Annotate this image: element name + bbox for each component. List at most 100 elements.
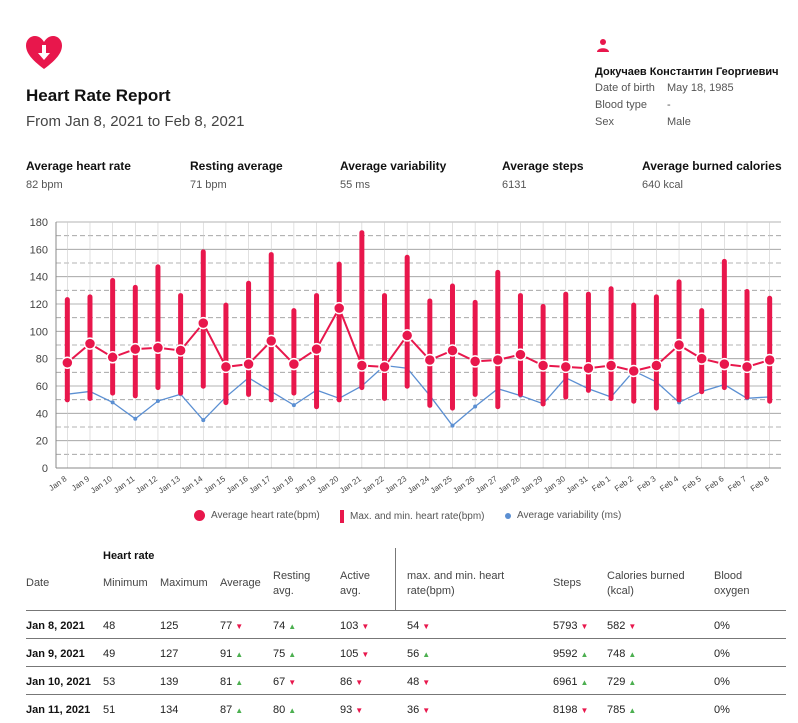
average-heart-rate-point: [559, 360, 573, 374]
x-tick-label: Feb 3: [636, 474, 658, 493]
trend-down-icon: ▼: [422, 678, 431, 687]
trend-down-icon: ▼: [422, 706, 431, 715]
variability-point: [450, 423, 455, 428]
average-heart-rate-point: [242, 357, 255, 371]
trend-down-icon: ▼: [628, 622, 637, 631]
y-tick-label: 100: [30, 326, 48, 338]
col-header-blood-oxygen: Blood oxygen: [714, 570, 750, 597]
max-min-bar: [223, 302, 229, 406]
average-heart-rate-point: [378, 360, 391, 374]
variability-line: [67, 364, 770, 427]
trend-down-icon: ▼: [422, 622, 431, 631]
patient-name: Докучаев Константин Георгиевич: [595, 66, 779, 78]
average-heart-rate-point: [83, 337, 97, 350]
col-header-minimum: Minimum: [103, 577, 148, 589]
table-row: Jan 9, 2021 49 127 91 ▲ 75 ▲ 105 ▼ 56 ▲ 9592…: [26, 638, 786, 667]
y-tick-label: 140: [30, 272, 48, 284]
average-heart-rate-point: [129, 342, 142, 356]
average-heart-rate-point: [355, 359, 369, 372]
max-min-bar: [653, 294, 659, 411]
trend-down-icon: ▼: [355, 706, 364, 715]
x-tick-label: Jan 11: [112, 474, 137, 495]
average-heart-rate-point: [763, 353, 776, 367]
average-heart-rate-point: [650, 359, 663, 372]
chart-legend: Average heart rate(bpm) Max. and min. he…: [0, 510, 798, 526]
trend-up-icon: ▲: [288, 650, 297, 659]
table-row: Jan 11, 2021 51 134 87 ▲ 80 ▲ 93 ▼ 36 ▼ 8198…: [26, 694, 786, 723]
trend-up-icon: ▲: [235, 650, 244, 659]
col-header-calories: Calories burned (kcal): [607, 570, 685, 597]
max-min-bar: [404, 254, 410, 389]
report-title: Heart Rate Report: [26, 86, 171, 105]
trend-up-icon: ▲: [235, 678, 244, 687]
average-heart-rate-point: [491, 353, 505, 367]
average-heart-rate-point: [468, 355, 482, 368]
report-period: From Jan 8, 2021 to Feb 8, 2021: [26, 113, 245, 130]
average-heart-rate-point: [514, 348, 527, 361]
x-tick-label: Feb 4: [658, 474, 680, 493]
person-icon: [597, 39, 609, 52]
x-tick-label: Jan 17: [248, 474, 273, 495]
y-tick-label: 60: [36, 381, 48, 393]
average-heart-rate-point: [151, 341, 165, 354]
x-tick-label: Jan 29: [519, 474, 544, 495]
x-tick-label: Jan 10: [89, 474, 114, 495]
x-tick-label: Jan 12: [134, 474, 159, 495]
table-row: Jan 8, 2021 48 125 77 ▼ 74 ▲ 103 ▼ 54 ▼ 5793…: [26, 610, 786, 639]
patient-blood-type: Blood type -: [595, 99, 671, 111]
trend-up-icon: ▲: [288, 622, 297, 631]
max-min-bar: [64, 297, 70, 403]
y-tick-label: 180: [30, 217, 48, 229]
max-min-bar: [608, 286, 614, 402]
trend-up-icon: ▲: [628, 678, 637, 687]
trend-down-icon: ▼: [235, 622, 244, 631]
x-tick-label: Jan 24: [406, 474, 431, 495]
x-tick-label: Jan 14: [180, 474, 205, 495]
x-tick-label: Jan 16: [225, 474, 250, 495]
x-tick-label: Jan 13: [157, 474, 182, 495]
x-tick-label: Jan 31: [565, 474, 590, 495]
trend-up-icon: ▲: [422, 650, 431, 659]
x-tick-label: Jan 28: [497, 474, 522, 495]
col-header-maximum: Maximum: [160, 577, 208, 589]
max-min-bar: [631, 302, 637, 404]
average-heart-rate-point: [740, 360, 754, 374]
col-header-steps: Steps: [553, 577, 582, 589]
trend-up-icon: ▲: [628, 650, 637, 659]
x-tick-label: Jan 8: [47, 474, 69, 493]
max-min-bar: [495, 269, 501, 410]
patient-sex: Sex Male: [595, 116, 691, 128]
average-heart-rate-point: [400, 329, 414, 342]
trend-up-icon: ▲: [580, 678, 589, 687]
col-header-date: Date: [26, 577, 50, 589]
average-heart-rate-point: [219, 360, 233, 374]
max-min-bar: [563, 291, 569, 400]
x-tick-label: Feb 6: [704, 474, 726, 493]
variability-point: [473, 404, 478, 409]
max-min-bar: [517, 293, 523, 397]
max-min-bar: [291, 308, 297, 396]
col-header-active: Active avg.: [340, 570, 370, 597]
average-heart-rate-point: [106, 351, 119, 364]
y-tick-label: 120: [30, 299, 48, 311]
average-heart-rate-point: [718, 357, 731, 371]
col-header-max-min: max. and min. heart rate(bpm): [407, 570, 505, 597]
stat-average-steps: Average steps 6131: [502, 159, 584, 191]
legend-small-dot-icon: [505, 512, 511, 519]
x-tick-label: Jan 22: [361, 474, 386, 495]
average-heart-rate-point: [332, 301, 346, 315]
x-tick-label: Jan 27: [474, 474, 499, 495]
variability-point: [291, 403, 296, 408]
max-min-bar: [472, 299, 478, 397]
max-min-bar: [359, 230, 365, 391]
x-tick-label: Jan 9: [70, 474, 92, 493]
y-tick-label: 80: [36, 354, 48, 366]
max-min-bar: [132, 284, 138, 399]
average-heart-rate-point: [672, 338, 686, 352]
x-tick-label: Feb 1: [590, 474, 612, 493]
legend-max-min-heart-rate: Max. and min. heart rate(bpm): [340, 510, 485, 523]
legend-bar-icon: [340, 510, 344, 523]
max-min-bar: [246, 280, 252, 397]
y-tick-label: 40: [36, 408, 48, 420]
